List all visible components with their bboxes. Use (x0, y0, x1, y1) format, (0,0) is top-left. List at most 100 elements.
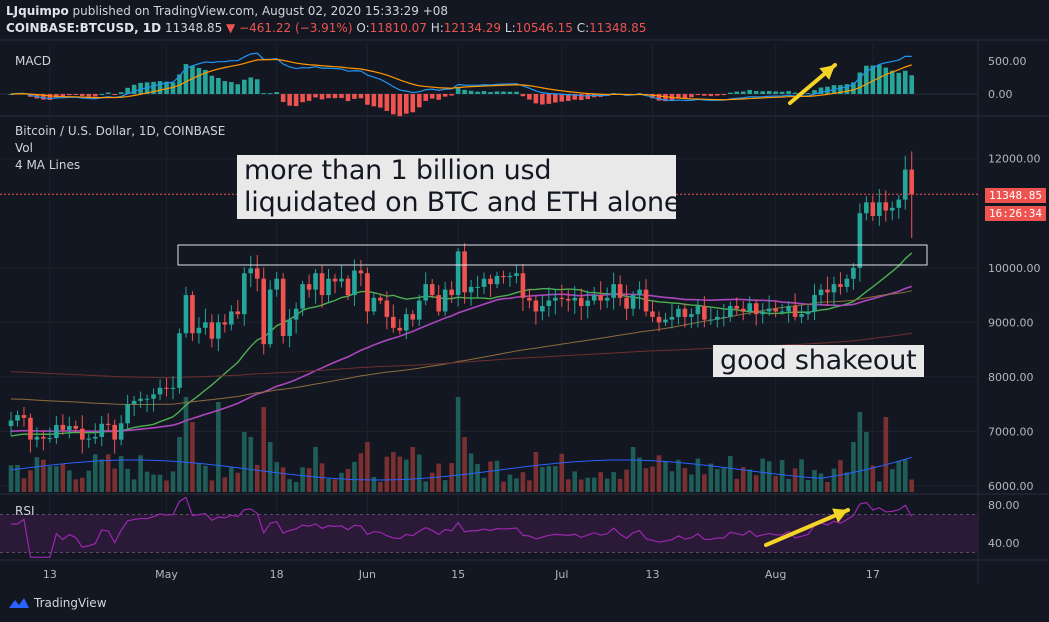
volume-bar (326, 479, 331, 492)
macd-histogram-bar (889, 70, 895, 94)
candle-body (34, 436, 40, 440)
macd-histogram-bar (378, 94, 383, 108)
candle-body (598, 295, 603, 301)
candle-body (812, 295, 817, 312)
macd-tick-label: 0.00 (988, 88, 1013, 101)
candle-body (203, 322, 208, 328)
symbol-label[interactable]: COINBASE:BTCUSD, 1D (6, 21, 162, 35)
macd-histogram-bar (689, 94, 694, 98)
time-tick-label: 18 (270, 568, 284, 581)
volume-bar (99, 459, 105, 492)
candle-body (857, 213, 863, 268)
time-tick-label: Jul (554, 568, 568, 581)
candle-body (352, 270, 357, 296)
volume-bar (157, 474, 163, 492)
tradingview-logo[interactable]: TradingView (8, 596, 107, 610)
macd-histogram-bar (352, 94, 357, 99)
candle-body (170, 387, 176, 389)
volume-bar (429, 472, 435, 492)
candle-body (229, 311, 234, 325)
candle-body (643, 289, 649, 312)
macd-histogram-bar (216, 77, 221, 94)
macd-histogram-bar (786, 91, 791, 94)
candle-body (313, 273, 318, 290)
volume-bar (909, 479, 915, 492)
macd-histogram-bar (488, 92, 493, 94)
brand-name: TradingView (34, 596, 107, 610)
macd-histogram-bar (578, 94, 584, 101)
macd-histogram-bar (857, 72, 863, 94)
volume-bar (209, 480, 215, 492)
volume-bar (79, 477, 85, 492)
candle-body (533, 300, 539, 312)
macd-histogram-bar (391, 94, 396, 115)
macd-histogram-bar (442, 94, 448, 97)
time-tick-label: 15 (451, 568, 465, 581)
candle-body (319, 273, 325, 296)
candle-body (617, 284, 623, 298)
macd-histogram-bar (734, 91, 740, 94)
candle-body (695, 305, 701, 315)
arrows (764, 63, 850, 547)
candle-body (565, 298, 571, 301)
macd-histogram-bar (883, 67, 889, 94)
macd-histogram-bar (779, 91, 785, 94)
candle-body (838, 284, 843, 287)
volume-bar (235, 472, 241, 492)
volume-bar (177, 437, 182, 492)
macd-tick-label: 500.00 (988, 55, 1027, 68)
candle-body (585, 300, 591, 306)
price-tick-label: 6000.00 (988, 480, 1034, 493)
candle-body (79, 428, 85, 440)
volume-bar (248, 437, 254, 492)
candle-body (611, 284, 616, 298)
candle-body (779, 311, 785, 313)
volume-bar (203, 465, 208, 492)
macd-histogram-bar (527, 94, 532, 100)
low-value: 10546.15 (515, 21, 573, 35)
volume-bar (481, 477, 487, 492)
macd-histogram-bar (702, 94, 707, 96)
last-price: 11348.85 (164, 21, 223, 35)
low-label: L: (504, 21, 516, 35)
candle-body (792, 305, 798, 317)
volume-bar (475, 464, 480, 492)
volume-bar (455, 397, 461, 492)
candle-body (630, 295, 636, 309)
liquidation-note-line1: more than 1 billion usd (244, 155, 552, 186)
rsi-line (11, 496, 913, 558)
liquidation-note-line2: liquidated on BTC and ETH alone (244, 187, 681, 218)
macd-histogram-bar (170, 82, 176, 94)
volume-bar (34, 457, 40, 492)
macd-histogram-bar (559, 94, 565, 102)
volume-bar (514, 478, 519, 492)
macd-histogram-bar (553, 94, 558, 103)
author-name[interactable]: LJquimpo (6, 4, 69, 18)
volume-bar (86, 470, 92, 492)
candle-body (118, 423, 124, 440)
volume-bar (812, 470, 817, 492)
volume-bar (261, 407, 267, 492)
candle-body (889, 207, 895, 211)
volume-bar (60, 463, 66, 492)
volume-bar (578, 479, 584, 492)
candle-body (559, 297, 565, 299)
macd-histogram-bar (877, 64, 882, 94)
volume-bar (682, 468, 688, 492)
volume-bar (403, 459, 409, 492)
candle-body (591, 295, 597, 301)
volume-bar (851, 442, 856, 492)
volume-bar (877, 481, 882, 492)
volume-bar (825, 481, 830, 492)
candle-body (21, 415, 27, 418)
macd-histogram-bar (715, 94, 720, 96)
volume-bar (378, 481, 383, 492)
volume-bar (274, 462, 279, 492)
candle-body (721, 316, 727, 318)
candle-body (786, 305, 791, 312)
volume-bar (572, 471, 578, 492)
volume-bar (410, 447, 416, 492)
macd-histogram-bar (650, 94, 655, 99)
time-tick-label: 13 (646, 568, 660, 581)
